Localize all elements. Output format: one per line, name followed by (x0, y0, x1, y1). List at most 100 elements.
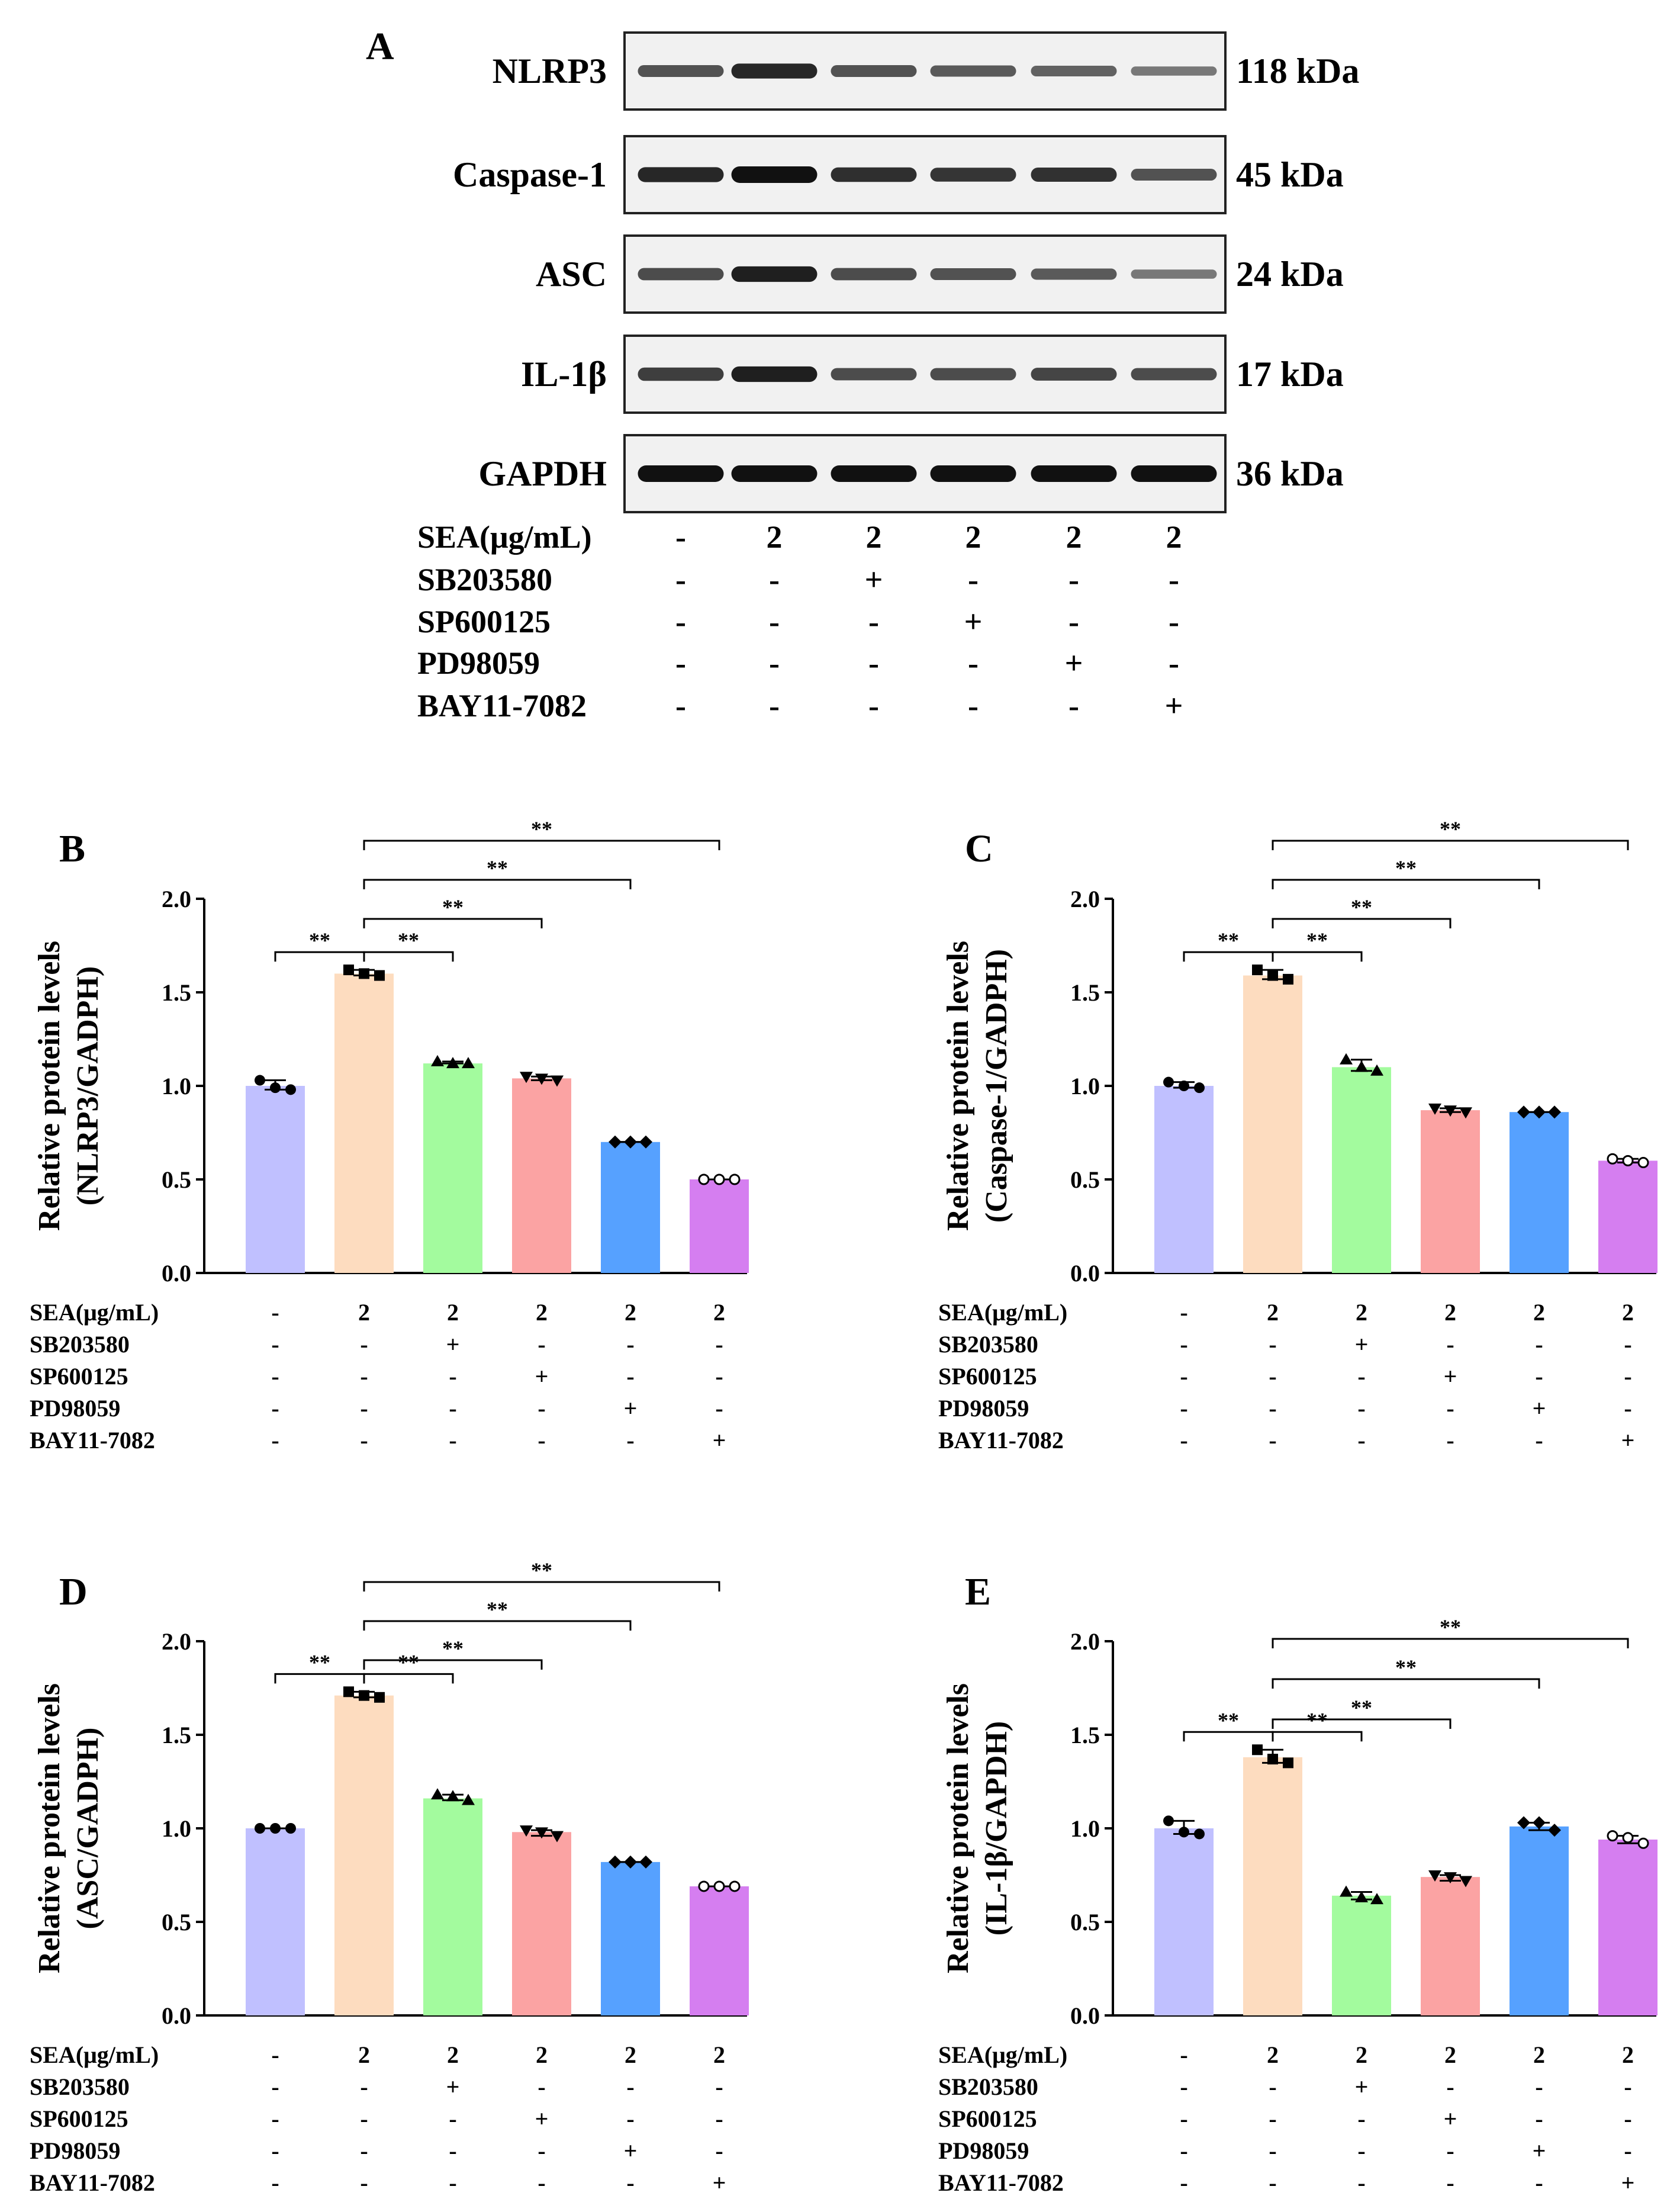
treatment-sign: + (535, 1363, 549, 1390)
treatment-sign: 2 (1533, 1299, 1545, 1326)
data-point (1355, 1891, 1368, 1902)
y-axis-subtitle: (NLRP3/GADPH) (71, 966, 105, 1205)
bar (690, 1886, 749, 2015)
treatment-label: SEA(μg/mL) (938, 2041, 1067, 2068)
data-point (535, 1073, 548, 1085)
blot-band (1031, 465, 1117, 482)
panel-letter: D (59, 1570, 88, 1613)
data-point (431, 1788, 444, 1800)
treatment-sign: - (360, 1331, 368, 1358)
treatment-sign: - (1535, 2105, 1543, 2132)
treatment-sign: - (968, 562, 979, 597)
treatment-sign: - (271, 1427, 279, 1454)
y-tick-label: 0.0 (1070, 1260, 1100, 1287)
bar (246, 1828, 305, 2015)
data-point (551, 1831, 564, 1843)
blot-box-nlrp3 (623, 31, 1227, 111)
data-point (1517, 1105, 1530, 1119)
y-tick-label: 1.5 (162, 979, 191, 1006)
data-point (1267, 1754, 1278, 1765)
data-point (1194, 1828, 1205, 1840)
data-point (285, 1084, 296, 1095)
treatment-sign: + (1533, 2137, 1546, 2164)
treatment-sign: - (715, 1363, 723, 1390)
data-point (1428, 1103, 1441, 1115)
bar (1598, 1160, 1658, 1273)
blot-band (831, 465, 917, 482)
data-point (713, 1880, 725, 1892)
treatment-label: PD98059 (417, 645, 540, 681)
blot-band (831, 167, 917, 182)
data-point (1607, 1830, 1618, 1842)
treatment-sign: 2 (1267, 1299, 1279, 1326)
y-tick-label: 2.0 (1070, 1628, 1100, 1655)
treatment-sign: + (1355, 1331, 1369, 1358)
blot-band (930, 268, 1016, 280)
treatment-sign: - (868, 645, 879, 681)
treatment-sign: - (626, 1427, 634, 1454)
treatment-sign: - (271, 2137, 279, 2164)
treatment-sign: - (1269, 1395, 1276, 1422)
blot-band (731, 465, 818, 482)
treatment-sign: - (675, 604, 686, 639)
treatment-label: SP600125 (417, 604, 551, 639)
panel-letter: B (59, 827, 85, 870)
y-tick-label: 0.0 (162, 2002, 191, 2029)
treatment-sign: - (538, 2137, 545, 2164)
treatment-sign: 2 (767, 519, 783, 555)
treatment-sign: + (1621, 1427, 1635, 1454)
significance-bracket (1272, 951, 1363, 962)
treatment-sign: - (626, 2105, 634, 2132)
data-point (1622, 1832, 1634, 1844)
significance-label: ** (487, 1597, 508, 1621)
treatment-sign: - (1180, 1363, 1187, 1390)
data-point (609, 1855, 622, 1869)
significance-bracket (274, 951, 365, 962)
treatment-label: PD98059 (938, 2137, 1029, 2164)
blot-band (1131, 66, 1217, 76)
treatment-sign: + (713, 1427, 726, 1454)
treatment-sign: - (769, 688, 780, 724)
significance-bracket (1272, 1731, 1363, 1742)
y-axis-title: Relative protein levels (941, 941, 975, 1231)
y-axis-title: Relative protein levels (33, 1683, 66, 1973)
treatment-label: BAY11-7082 (938, 1427, 1064, 1454)
treatment-sign: - (1269, 2105, 1276, 2132)
y-tick-label: 1.5 (1070, 979, 1100, 1006)
molecular-weight-label: 17 kDa (1236, 355, 1344, 394)
treatment-sign: - (1624, 1331, 1631, 1358)
treatment-sign: - (449, 2137, 456, 2164)
treatment-sign: + (1621, 2169, 1635, 2196)
blot-band (1031, 368, 1117, 381)
y-axis-subtitle: (IL-1β/GAPDH) (980, 1721, 1013, 1936)
panel-letter: C (965, 827, 993, 870)
significance-label: ** (1218, 928, 1239, 952)
treatment-sign: 2 (447, 2041, 459, 2068)
significance-bracket (363, 1581, 720, 1592)
treatment-sign: - (1068, 604, 1079, 639)
data-point (1370, 1893, 1383, 1905)
data-point (624, 1135, 637, 1149)
treatment-sign: - (1269, 1427, 1276, 1454)
treatment-sign: + (535, 2105, 549, 2132)
treatment-sign: 2 (358, 1299, 370, 1326)
treatment-label: SEA(μg/mL) (30, 2041, 159, 2068)
blot-band (1131, 368, 1217, 381)
treatment-label: SP600125 (938, 1363, 1037, 1390)
data-point (270, 1082, 281, 1094)
data-point (285, 1823, 296, 1834)
data-point (343, 964, 354, 976)
treatment-sign: - (1624, 2105, 1631, 2132)
data-point (698, 1173, 710, 1185)
protein-label: ASC (536, 255, 607, 294)
data-point (1179, 1827, 1189, 1838)
blot-band (930, 168, 1016, 182)
data-point (1444, 1105, 1457, 1117)
treatment-sign: - (1357, 2169, 1365, 2196)
treatment-sign: - (1624, 2073, 1631, 2100)
treatment-sign: - (1446, 2169, 1454, 2196)
treatment-sign: - (360, 2169, 368, 2196)
treatment-sign: - (271, 2169, 279, 2196)
treatment-sign: - (1180, 2041, 1187, 2068)
treatment-sign: 2 (625, 2041, 636, 2068)
